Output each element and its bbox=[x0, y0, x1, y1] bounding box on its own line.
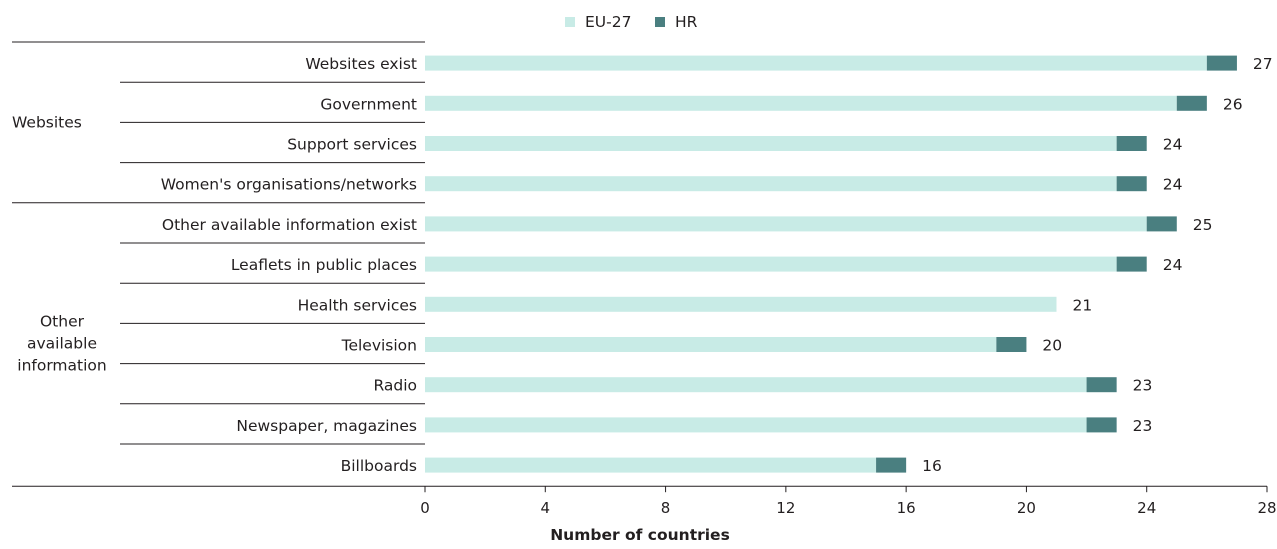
group-label-other-available-information: Other available information bbox=[17, 313, 106, 375]
bar-eu-27-women-s-organisations-networks bbox=[425, 176, 1117, 192]
value-label-other-available-information-exist: 25 bbox=[1193, 216, 1213, 234]
bar-hr-websites-exist bbox=[1206, 55, 1237, 71]
group-label-line: information bbox=[17, 357, 106, 375]
value-label-radio: 23 bbox=[1133, 377, 1153, 395]
group-label-line: Websites bbox=[12, 113, 82, 131]
bar-hr-television bbox=[996, 337, 1027, 352]
value-label-health-services: 21 bbox=[1073, 296, 1093, 314]
legend-swatch-eu-27 bbox=[565, 17, 575, 27]
value-label-leaflets-in-public-places: 24 bbox=[1163, 256, 1183, 274]
bar-hr-radio bbox=[1086, 377, 1117, 393]
value-labels: 27 26 24 24 25 24 21 20 23 23 16 bbox=[922, 55, 1273, 475]
value-label-billboards: 16 bbox=[922, 457, 942, 475]
x-tick-label-16: 16 bbox=[897, 499, 916, 517]
bar-hr-women-s-organisations-networks bbox=[1116, 176, 1147, 192]
bar-eu-27-newspaper-magazines bbox=[425, 417, 1087, 433]
bar-hr-support-services bbox=[1116, 136, 1147, 151]
value-label-websites-exist: 27 bbox=[1253, 55, 1273, 73]
bar-hr-government bbox=[1176, 95, 1207, 111]
bar-hr-billboards bbox=[876, 457, 907, 473]
bar-eu-27-television bbox=[425, 337, 997, 352]
x-tick-label-0: 0 bbox=[420, 499, 430, 517]
bar-hr-other-available-information-exist bbox=[1146, 216, 1177, 232]
bar-eu-27-websites-exist bbox=[425, 55, 1207, 71]
legend-label-eu-27: EU-27 bbox=[585, 13, 631, 31]
value-label-television: 20 bbox=[1042, 337, 1062, 355]
category-rows: Websites exist Government Support services… bbox=[12, 41, 425, 475]
value-label-support-services: 24 bbox=[1163, 136, 1183, 154]
x-tick-label-24: 24 bbox=[1137, 499, 1156, 517]
x-axis-title: Number of countries bbox=[550, 526, 730, 544]
category-label-websites-exist: Websites exist bbox=[305, 55, 417, 73]
x-tick-label-20: 20 bbox=[1017, 499, 1036, 517]
x-tick-label-4: 4 bbox=[541, 499, 551, 517]
bars bbox=[425, 55, 1237, 473]
category-label-government: Government bbox=[320, 95, 417, 113]
legend: EU-27 HR bbox=[565, 13, 698, 31]
legend-swatch-hr bbox=[655, 17, 665, 27]
category-label-women-s-organisations-networks: Women's organisations/networks bbox=[161, 176, 417, 194]
x-tick-label-28: 28 bbox=[1257, 499, 1276, 517]
category-label-support-services: Support services bbox=[287, 136, 417, 154]
category-label-health-services: Health services bbox=[298, 296, 417, 314]
x-tick-label-12: 12 bbox=[776, 499, 795, 517]
bar-eu-27-support-services bbox=[425, 136, 1117, 151]
value-label-newspaper-magazines: 23 bbox=[1133, 417, 1153, 435]
value-label-government: 26 bbox=[1223, 95, 1243, 113]
group-label-line: Other bbox=[40, 313, 85, 331]
bar-hr-newspaper-magazines bbox=[1086, 417, 1117, 433]
x-axis: 0 4 8 12 16 20 24 28 bbox=[12, 485, 1277, 517]
bar-hr-leaflets-in-public-places bbox=[1116, 256, 1147, 272]
category-label-radio: Radio bbox=[373, 377, 417, 395]
bar-eu-27-leaflets-in-public-places bbox=[425, 256, 1117, 272]
group-label-websites: Websites bbox=[12, 113, 82, 131]
bar-eu-27-health-services bbox=[425, 296, 1057, 312]
bar-eu-27-other-available-information-exist bbox=[425, 216, 1147, 232]
bar-eu-27-radio bbox=[425, 377, 1087, 393]
group-labels: Websites Other available information bbox=[12, 113, 107, 374]
category-label-leaflets-in-public-places: Leaflets in public places bbox=[231, 256, 417, 274]
group-label-line: available bbox=[27, 335, 97, 353]
category-label-billboards: Billboards bbox=[341, 457, 417, 475]
legend-label-hr: HR bbox=[675, 13, 698, 31]
category-label-newspaper-magazines: Newspaper, magazines bbox=[236, 417, 417, 435]
value-label-women-s-organisations-networks: 24 bbox=[1163, 176, 1183, 194]
x-tick-label-8: 8 bbox=[661, 499, 671, 517]
category-label-other-available-information-exist: Other available information exist bbox=[162, 216, 417, 234]
bar-eu-27-billboards bbox=[425, 457, 877, 473]
bar-eu-27-government bbox=[425, 95, 1177, 111]
category-label-television: Television bbox=[341, 337, 417, 355]
